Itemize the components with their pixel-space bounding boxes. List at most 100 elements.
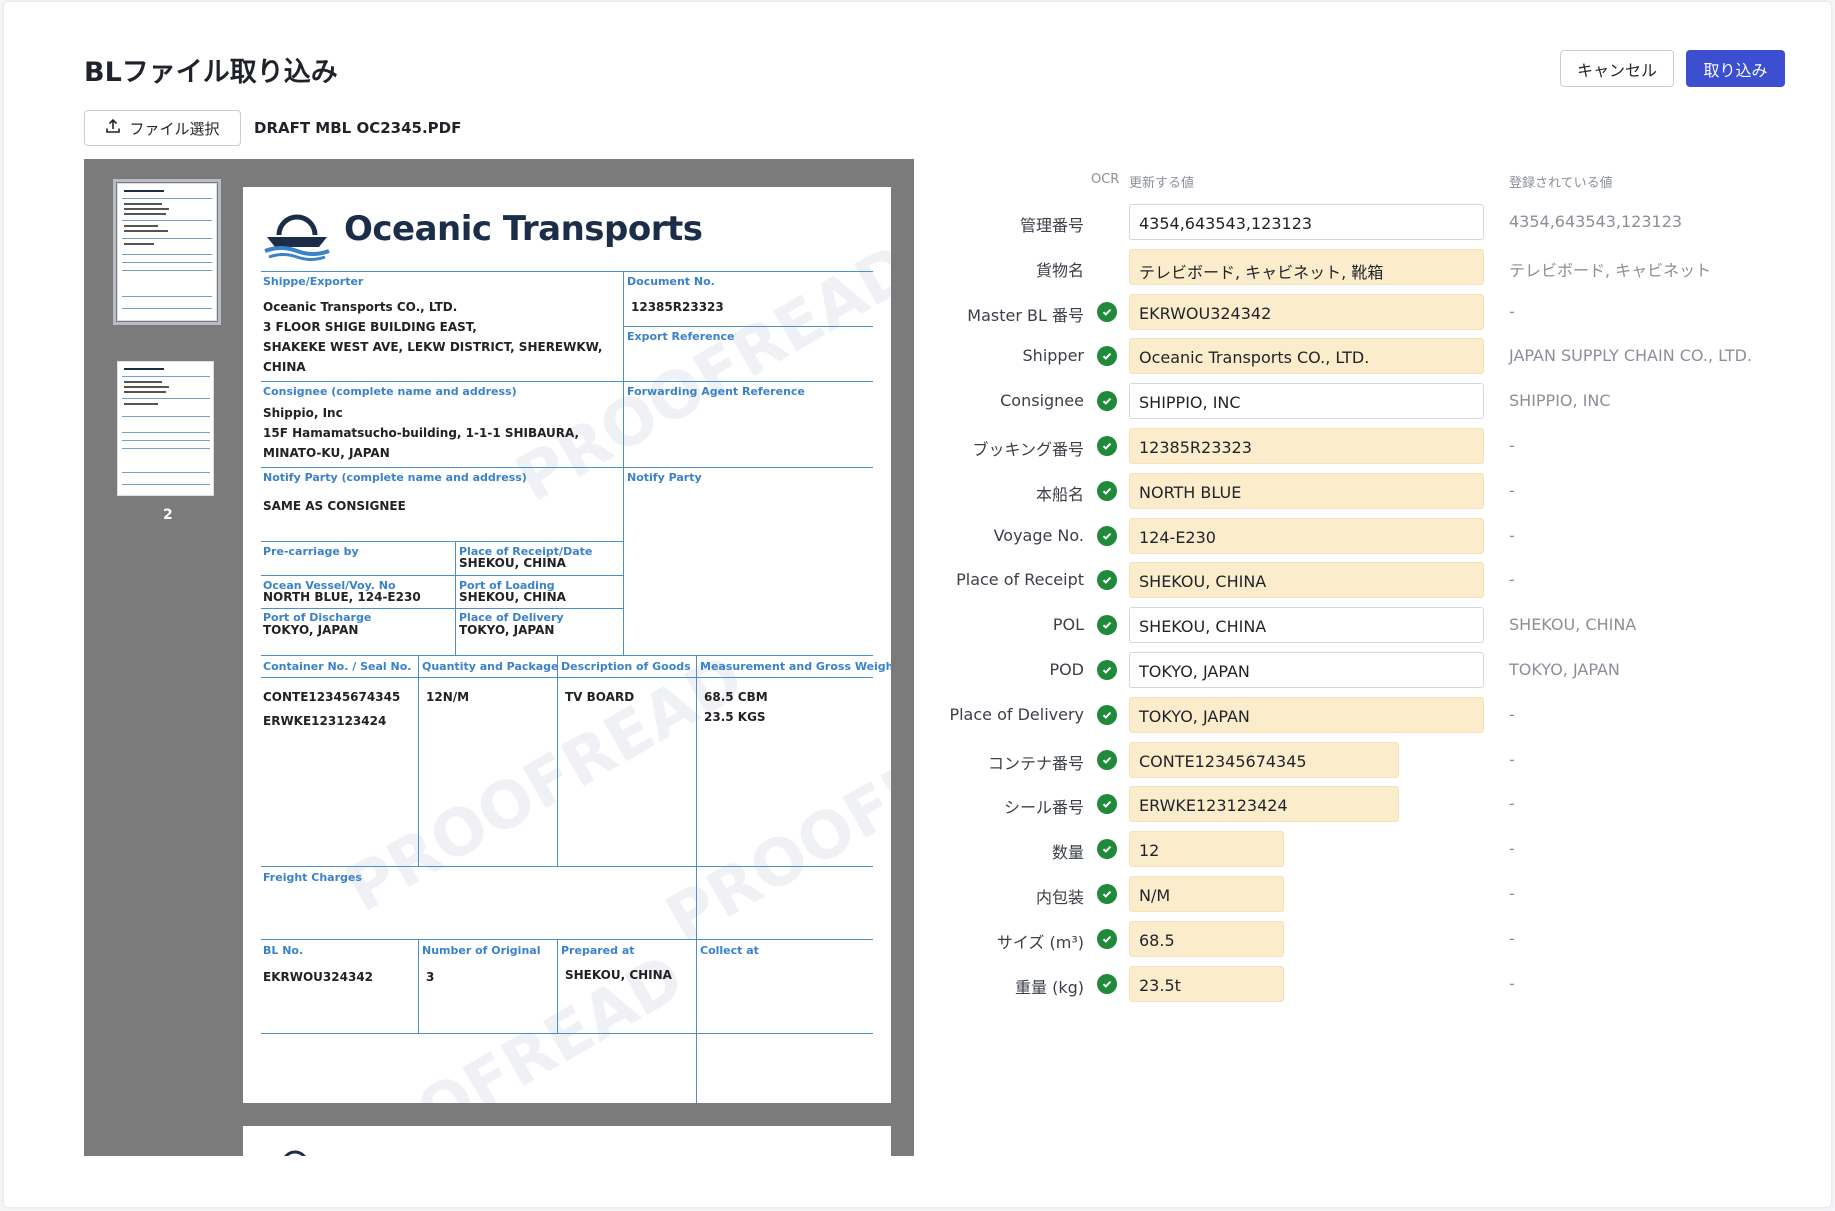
- field-label: Shipper: [1022, 346, 1084, 366]
- consignee-line: Shippio, Inc: [263, 406, 343, 420]
- document-page-2: [243, 1126, 891, 1156]
- ocr-check-icon: [1097, 749, 1117, 770]
- form-row: サイズ (m³) 68.5 -: [954, 920, 1834, 957]
- field-input[interactable]: 4354,643543,123123: [1129, 204, 1484, 240]
- receipt-label: Place of Receipt/Date: [459, 545, 593, 558]
- field-label: サイズ (m³): [996, 932, 1084, 952]
- form-row: Place of Delivery TOKYO, JAPAN -: [949, 696, 1834, 733]
- original-label: Number of Original: [422, 944, 541, 957]
- form-row: Consignee SHIPPIO, INC SHIPPIO, INC: [954, 383, 1834, 420]
- shipper-field-label: Shippe/Exporter: [263, 275, 364, 288]
- ocr-check-icon: [1097, 928, 1117, 949]
- page-title: BLファイル取り込み: [84, 57, 338, 88]
- field-label: 本船名: [1035, 484, 1084, 504]
- original-value: 3: [426, 970, 435, 984]
- registered-value: -: [1509, 480, 1515, 500]
- document-no-value: 12385R23323: [631, 300, 724, 314]
- ocr-check-icon: [1097, 391, 1117, 412]
- pdf-viewer[interactable]: 1 2 PROOFREAD PROOFREAD PROOFREAD PROOFR…: [84, 159, 914, 1156]
- collect-label: Collect at: [700, 944, 759, 957]
- form-row: 本船名 NORTH BLUE -: [954, 472, 1834, 509]
- registered-value: 4354,643543,123123: [1509, 212, 1683, 231]
- field-label: 貨物名: [1035, 260, 1084, 280]
- delivery-value: TOKYO, JAPAN: [459, 623, 555, 637]
- discharge-label: Port of Discharge: [263, 611, 372, 624]
- seal-value: ERWKE123123424: [263, 714, 387, 728]
- registered-value: JAPAN SUPPLY CHAIN CO., LTD.: [1509, 346, 1753, 366]
- field-input[interactable]: ERWKE123123424: [1129, 786, 1399, 823]
- form-row: コンテナ番号 CONTE12345674345 -: [954, 741, 1834, 778]
- file-select-button[interactable]: ファイル選択: [84, 110, 241, 146]
- measure-col-label: Measurement and Gross Weight: [700, 660, 891, 673]
- shipper-line: Oceanic Transports CO., LTD.: [263, 300, 458, 314]
- form-row: POD TOKYO, JAPAN TOKYO, JAPAN: [954, 652, 1834, 688]
- field-input[interactable]: SHEKOU, CHINA: [1129, 607, 1484, 644]
- registered-value: -: [1509, 436, 1515, 455]
- loading-value: SHEKOU, CHINA: [459, 590, 566, 604]
- registered-value: -: [1509, 301, 1515, 321]
- registered-value: SHIPPIO, INC: [1509, 391, 1611, 411]
- export-ref-label: Export Reference: [627, 330, 735, 343]
- notify-field-label: Notify Party (complete name and address): [263, 471, 527, 484]
- field-input[interactable]: 68.5: [1129, 920, 1284, 957]
- vessel-label: Ocean Vessel/Voy. No: [263, 579, 396, 592]
- prepared-label: Prepared at: [561, 944, 635, 957]
- form-row: Place of Receipt SHEKOU, CHINA -: [954, 562, 1834, 599]
- thumb-logo: [124, 190, 164, 192]
- registered-value: -: [1509, 704, 1515, 724]
- registered-value: TOKYO, JAPAN: [1509, 660, 1620, 679]
- discharge-value: TOKYO, JAPAN: [263, 623, 359, 637]
- notify-party-label: Notify Party: [627, 471, 702, 484]
- receipt-value: SHEKOU, CHINA: [459, 556, 566, 570]
- field-input[interactable]: NORTH BLUE: [1129, 472, 1484, 509]
- field-input[interactable]: EKRWOU324342: [1129, 293, 1484, 330]
- file-select-label: ファイル選択: [129, 119, 220, 138]
- field-input[interactable]: TOKYO, JAPAN: [1129, 652, 1484, 688]
- field-input[interactable]: SHEKOU, CHINA: [1129, 562, 1484, 599]
- field-label: Consignee: [1000, 391, 1084, 411]
- document-page-1: PROOFREAD PROOFREAD PROOFREAD PROOFREAD …: [243, 187, 891, 1103]
- field-input[interactable]: TOKYO, JAPAN: [1129, 696, 1484, 733]
- forwarding-ref-label: Forwarding Agent Reference: [627, 385, 805, 398]
- page-thumbnail-2[interactable]: [117, 361, 214, 496]
- registered-value: -: [1509, 973, 1515, 993]
- measure-value: 68.5 CBM: [704, 690, 768, 704]
- ocr-check-icon: [1097, 480, 1117, 501]
- field-input[interactable]: 23.5t: [1129, 965, 1284, 1002]
- field-label: Place of Delivery: [949, 704, 1084, 724]
- registered-value: -: [1509, 749, 1515, 769]
- field-label: Master BL 番号: [967, 305, 1084, 325]
- field-label: シール番号: [1003, 798, 1084, 818]
- field-input[interactable]: SHIPPIO, INC: [1129, 383, 1484, 420]
- ocr-check-icon: [1097, 660, 1117, 680]
- registered-value: -: [1509, 839, 1515, 859]
- company-logo-text: Oceanic Transports: [344, 209, 703, 249]
- form-row: 内包装 N/M -: [954, 876, 1834, 912]
- upload-icon: [105, 118, 121, 138]
- import-button[interactable]: 取り込み: [1686, 50, 1785, 87]
- vessel-value: NORTH BLUE, 124-E230: [263, 590, 421, 604]
- ocr-check-icon: [1097, 615, 1117, 636]
- field-input[interactable]: CONTE12345674345: [1129, 741, 1399, 778]
- freight-label: Freight Charges: [263, 871, 362, 884]
- qty-value: 12N/M: [426, 690, 470, 704]
- desc-value: TV BOARD: [565, 690, 635, 704]
- ocr-check-icon: [1097, 973, 1117, 994]
- field-input[interactable]: Oceanic Transports CO., LTD.: [1129, 338, 1484, 375]
- field-input[interactable]: 12385R23323: [1129, 428, 1484, 464]
- field-label: コンテナ番号: [987, 753, 1084, 773]
- thumbnail-label-2: 2: [163, 507, 173, 523]
- precarriage-label: Pre-carriage by: [263, 545, 359, 558]
- form-row: 重量 (kg) 23.5t -: [954, 965, 1834, 1002]
- field-input[interactable]: 12: [1129, 831, 1284, 868]
- loading-label: Port of Loading: [459, 579, 555, 592]
- shipper-line: SHAKEKE WEST AVE, LEKW DISTRICT, SHEREWK…: [263, 340, 603, 354]
- cancel-button[interactable]: キャンセル: [1560, 50, 1674, 87]
- form-row: 貨物名 テレビボード, キャビネット, 靴箱 テレビボード, キャビネット: [954, 248, 1834, 285]
- field-label: Voyage No.: [993, 525, 1084, 545]
- field-input[interactable]: テレビボード, キャビネット, 靴箱: [1129, 248, 1484, 285]
- field-input[interactable]: N/M: [1129, 876, 1284, 912]
- field-input[interactable]: 124-E230: [1129, 517, 1484, 554]
- page-thumbnail-1[interactable]: [113, 179, 221, 325]
- registered-column-header: 登録されている値: [1509, 176, 1613, 191]
